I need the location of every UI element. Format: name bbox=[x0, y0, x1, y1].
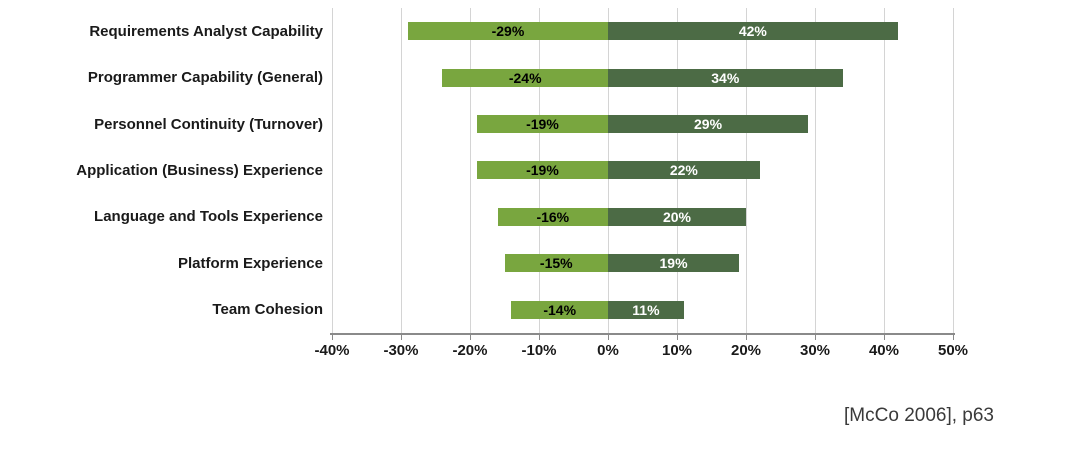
x-tick-mark bbox=[815, 335, 816, 340]
category-label: Team Cohesion bbox=[212, 301, 323, 319]
category-label: Requirements Analyst Capability bbox=[89, 22, 323, 40]
x-tick-mark bbox=[953, 335, 954, 340]
gridline bbox=[953, 8, 954, 333]
row-plot: -14% 11% bbox=[332, 287, 953, 333]
x-axis-ticks: -40% -30% -20% -10% 0% 10% 20% 30% 40% 50% bbox=[314, 333, 968, 367]
gridline bbox=[400, 8, 402, 333]
x-tick-label: -30% bbox=[383, 342, 419, 359]
rows: Requirements Analyst Capability -29% 42% Pr… bbox=[0, 8, 953, 333]
category-label: Programmer Capability (General) bbox=[87, 69, 323, 87]
chart-row: Requirements Analyst Capability -29% 42% bbox=[0, 8, 953, 54]
category-label: Application (Business) Experience bbox=[76, 161, 323, 179]
x-tick-mark bbox=[539, 335, 540, 340]
x-tick-label: -10% bbox=[521, 342, 557, 359]
bar-positive: 22% bbox=[607, 161, 760, 180]
bar-negative: -19% bbox=[476, 161, 608, 180]
row-plot: -29% 42% bbox=[332, 8, 953, 54]
x-tick-label: 30% bbox=[799, 342, 831, 359]
x-tick-label: 20% bbox=[730, 342, 762, 359]
bar-negative: -16% bbox=[497, 207, 608, 226]
bar-negative: -19% bbox=[476, 115, 608, 134]
chart-row: Team Cohesion -14% 11% bbox=[0, 287, 953, 333]
gridline bbox=[883, 8, 885, 333]
bar-positive: 42% bbox=[607, 22, 898, 41]
bar-positive: 20% bbox=[607, 207, 746, 226]
x-axis-line bbox=[330, 333, 955, 335]
x-tick-mark bbox=[469, 335, 471, 340]
gridline bbox=[469, 8, 471, 333]
bar-positive: 29% bbox=[607, 115, 809, 134]
chart-row: Language and Tools Experience -16% 20% bbox=[0, 194, 953, 240]
row-plot: -19% 22% bbox=[332, 147, 953, 193]
row-plot: -15% 19% bbox=[332, 240, 953, 286]
x-tick-label: -20% bbox=[452, 342, 488, 359]
x-tick-mark bbox=[746, 335, 747, 340]
x-tick-label: 40% bbox=[868, 342, 899, 359]
bar-negative: -15% bbox=[504, 254, 608, 273]
bar-positive: 11% bbox=[607, 300, 684, 319]
x-tick-mark bbox=[883, 335, 885, 340]
citation: [McCo 2006], p63 bbox=[844, 405, 994, 426]
bar-positive: 34% bbox=[607, 68, 843, 87]
chart-row: Application (Business) Experience -19% 22% bbox=[0, 147, 953, 193]
category-label: Language and Tools Experience bbox=[94, 208, 323, 226]
chart-row: Platform Experience -15% 19% bbox=[0, 240, 953, 286]
x-tick-label: -40% bbox=[314, 342, 350, 359]
bar-negative: -24% bbox=[442, 68, 608, 87]
bar-negative: -14% bbox=[511, 300, 608, 319]
x-tick-mark bbox=[607, 335, 609, 340]
row-plot: -19% 29% bbox=[332, 101, 953, 147]
gridline bbox=[815, 8, 816, 333]
bar-positive: 19% bbox=[607, 254, 740, 273]
row-plot: -16% 20% bbox=[332, 194, 953, 240]
x-tick-label: 50% bbox=[937, 342, 969, 359]
x-tick-mark bbox=[400, 335, 402, 340]
x-tick-label: 0% bbox=[597, 342, 619, 359]
x-tick-mark bbox=[332, 335, 333, 340]
row-plot: -24% 34% bbox=[332, 54, 953, 100]
category-label: Personnel Continuity (Turnover) bbox=[94, 115, 323, 133]
x-tick-mark bbox=[677, 335, 678, 340]
category-label: Platform Experience bbox=[177, 254, 323, 272]
gridline bbox=[332, 8, 333, 333]
bar-negative: -29% bbox=[407, 22, 608, 41]
chart-row: Programmer Capability (General) -24% 34% bbox=[0, 54, 953, 100]
x-tick-label: 10% bbox=[661, 342, 693, 359]
chart-row: Personnel Continuity (Turnover) -19% 29% bbox=[0, 101, 953, 147]
